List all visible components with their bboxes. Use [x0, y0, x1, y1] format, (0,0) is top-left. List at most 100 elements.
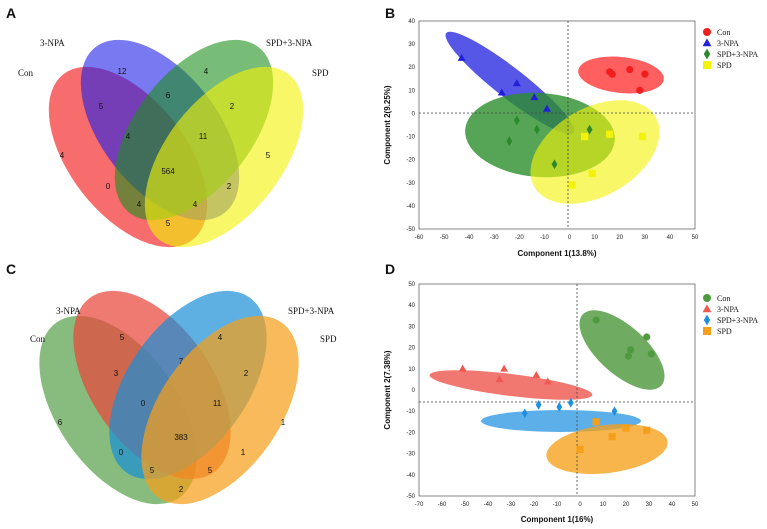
x-tick-label: 30: [646, 502, 653, 508]
x-tick-label: 0: [568, 235, 572, 241]
ellipse-d-3npa: [429, 370, 593, 400]
y-tick-label: 30: [408, 324, 415, 330]
venn-c-set-spd: [141, 315, 299, 505]
data-point: [521, 408, 528, 419]
legend-marker: [703, 48, 711, 60]
legend-marker: [702, 38, 712, 47]
y-tick-label: -20: [406, 430, 415, 436]
data-point: [643, 333, 651, 341]
data-point: [592, 316, 600, 324]
venn-a-region: 2: [230, 102, 235, 111]
y-tick-label: 0: [412, 111, 416, 117]
venn-c-region: 6: [58, 418, 63, 427]
legend-marker: [703, 61, 711, 69]
x-tick-label: -70: [415, 502, 424, 508]
x-tick-label: 30: [641, 235, 648, 241]
data-point: [567, 397, 574, 408]
data-point: [611, 406, 618, 417]
panel-a-label: A: [6, 5, 16, 21]
x-tick-label: 20: [623, 502, 630, 508]
venn-c-region: 3: [114, 369, 119, 378]
x-tick-label: -10: [553, 502, 562, 508]
venn-a-ellipses: [48, 39, 304, 248]
plot-b-legend: Con 3-NPA SPD+3-NPA SPD: [702, 28, 758, 70]
venn-c-name-spd: SPD: [320, 334, 337, 344]
data-point: [641, 70, 649, 78]
plot-d-legend: Con 3-NPA SPD+3-NPA SPD: [702, 294, 758, 336]
x-tick-label: 10: [600, 502, 607, 508]
venn-a-region: 6: [166, 91, 171, 100]
x-tick-label: 50: [692, 235, 699, 241]
y-tick-label: -30: [406, 181, 415, 187]
data-point: [513, 115, 520, 126]
ellipse-d-con: [579, 310, 665, 390]
data-point: [606, 130, 614, 138]
x-tick-label: -20: [530, 502, 539, 508]
venn-a-name-con: Con: [18, 68, 34, 78]
y-tick-label: 10: [408, 367, 415, 373]
venn-a-region: 564: [161, 167, 175, 176]
venn-a-region: 12: [118, 67, 127, 76]
venn-c-region: 383: [174, 433, 188, 442]
data-point: [638, 132, 646, 141]
data-point: [530, 93, 539, 101]
x-tick-label: -30: [490, 235, 499, 241]
data-point: [500, 364, 509, 372]
venn-c-region: 1: [281, 418, 286, 427]
data-point: [636, 86, 644, 94]
data-point: [512, 79, 521, 87]
venn-a-name-3npa: 3-NPA: [40, 38, 65, 48]
legend-marker: [703, 314, 711, 326]
venn-c-region: 2: [179, 485, 184, 494]
ellipse-b-spd: [530, 100, 660, 204]
x-tick-label: -50: [440, 235, 449, 241]
venn-a-name-spd3npa: SPD+3-NPA: [266, 38, 313, 48]
x-tick-label: 50: [692, 502, 699, 508]
x-tick-label: -40: [484, 502, 493, 508]
y-tick-label: -40: [406, 473, 415, 479]
venn-c-name-spd3npa: SPD+3-NPA: [288, 306, 335, 316]
y-tick-label: -40: [406, 204, 415, 210]
plot-d-ticks: -70 -60 -50 -40 -30 -20 -10 0 10 20 30 40 50 -50 -40 -3…: [406, 282, 699, 508]
data-point: [551, 159, 558, 170]
venn-a-name-spd: SPD: [312, 68, 329, 78]
venn-a-region: 4: [193, 200, 198, 209]
y-tick-label: 10: [408, 88, 415, 94]
plot-b-points: [457, 53, 649, 189]
data-point: [586, 124, 593, 135]
data-point: [608, 433, 616, 441]
y-tick-label: -50: [406, 227, 415, 233]
venn-c-region: 7: [179, 357, 184, 366]
legend-label: SPD: [717, 327, 732, 336]
data-point: [624, 352, 632, 360]
plot-b-ticks: -60 -50 -40 -30 -20 -10 0 10 20 30 40 50-50-40-30-2…: [406, 19, 699, 241]
data-point: [592, 418, 600, 426]
y-tick-label: -30: [406, 452, 415, 458]
legend-marker: [703, 28, 711, 36]
venn-c-region: 5: [150, 466, 155, 475]
data-point: [532, 371, 541, 379]
panel-c-label: C: [6, 261, 16, 277]
y-tick-label: 40: [408, 19, 415, 25]
legend-label: Con: [717, 294, 730, 303]
data-point: [495, 375, 504, 383]
plot-d-points: [458, 316, 655, 453]
x-tick-label: -30: [507, 502, 516, 508]
venn-c-region: 4: [218, 333, 223, 342]
venn-a-region: 5: [266, 151, 271, 160]
venn-c-ellipses: [39, 290, 299, 505]
data-point: [556, 402, 563, 412]
legend-label: SPD+3-NPA: [717, 50, 758, 59]
venn-a-region: 11: [199, 132, 208, 141]
legend-label: Con: [717, 28, 730, 37]
y-tick-label: 50: [408, 282, 415, 288]
plot-b-frame: [418, 20, 696, 230]
x-tick-label: -60: [438, 502, 447, 508]
panel-c: C Con 3-NPA SPD+3-NPA SPD 6 5 4 1 3 7 2 …: [6, 261, 337, 505]
venn-a-region: 4: [204, 67, 209, 76]
venn-c-region: 5: [120, 333, 125, 342]
panel-d: D -70 -60 -50 -40 -30 -20 -10 0 10 20 30 40 50 -50 -40…: [383, 261, 758, 524]
panel-b-label: B: [385, 5, 395, 21]
venn-c-region: 1: [241, 448, 246, 457]
data-point: [608, 70, 616, 78]
